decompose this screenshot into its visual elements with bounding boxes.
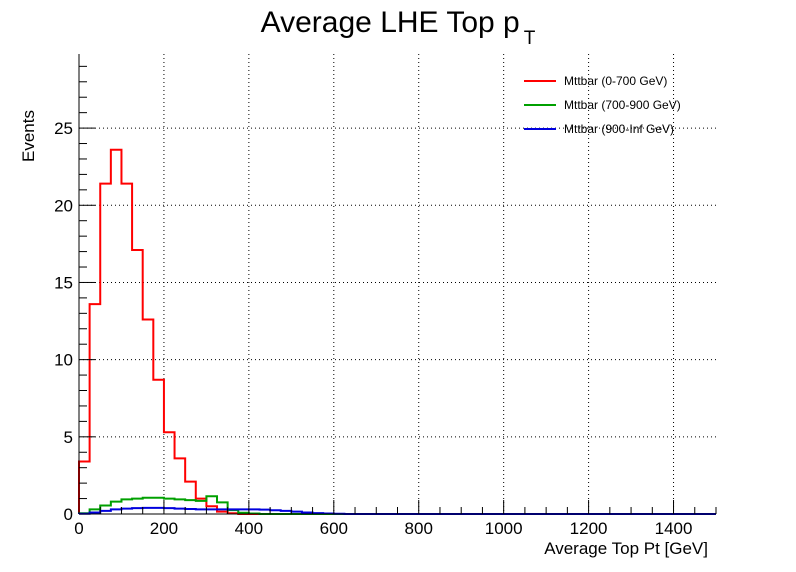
x-tick-label: 600 xyxy=(320,519,348,538)
grid-layer xyxy=(79,54,716,514)
x-tick-label: 1400 xyxy=(655,519,693,538)
x-tick-label: 1000 xyxy=(485,519,523,538)
x-tick-label: 400 xyxy=(235,519,263,538)
chart-title-subscript: T xyxy=(524,28,536,49)
y-tick-label: 20 xyxy=(54,196,73,215)
x-tick-label: 800 xyxy=(405,519,433,538)
y-tick-label: 5 xyxy=(64,428,73,447)
x-tick-label: 200 xyxy=(150,519,178,538)
y-tick-label: 0 xyxy=(64,505,73,524)
series-layer xyxy=(78,148,716,515)
y-tick-label: 25 xyxy=(54,119,73,138)
series-line-1 xyxy=(78,148,716,515)
x-axis-label: Average Top Pt [GeV] xyxy=(544,539,708,558)
x-tick-label: 1200 xyxy=(570,519,608,538)
y-tick-label: 15 xyxy=(54,273,73,292)
series-line-3 xyxy=(78,506,716,515)
chart-title-main: Average LHE Top p xyxy=(261,6,520,39)
legend-label-1: Mttbar (0-700 GeV) xyxy=(564,74,667,88)
series-line-2 xyxy=(78,495,716,515)
x-tick-label: 0 xyxy=(74,519,83,538)
tick-labels: 0 200 400 600 800 1000 1200 1400 0 5 10 15 20 25 xyxy=(54,119,692,538)
y-tick-label: 10 xyxy=(54,351,73,370)
legend-label-3: Mttbar (900-Inf GeV) xyxy=(564,122,674,136)
legend-label-2: Mttbar (700-900 GeV) xyxy=(564,98,681,112)
axes-layer xyxy=(78,54,717,515)
legend: Mttbar (0-700 GeV) Mttbar (700-900 GeV) Mt… xyxy=(524,74,681,136)
y-axis-label: Events xyxy=(19,110,38,162)
